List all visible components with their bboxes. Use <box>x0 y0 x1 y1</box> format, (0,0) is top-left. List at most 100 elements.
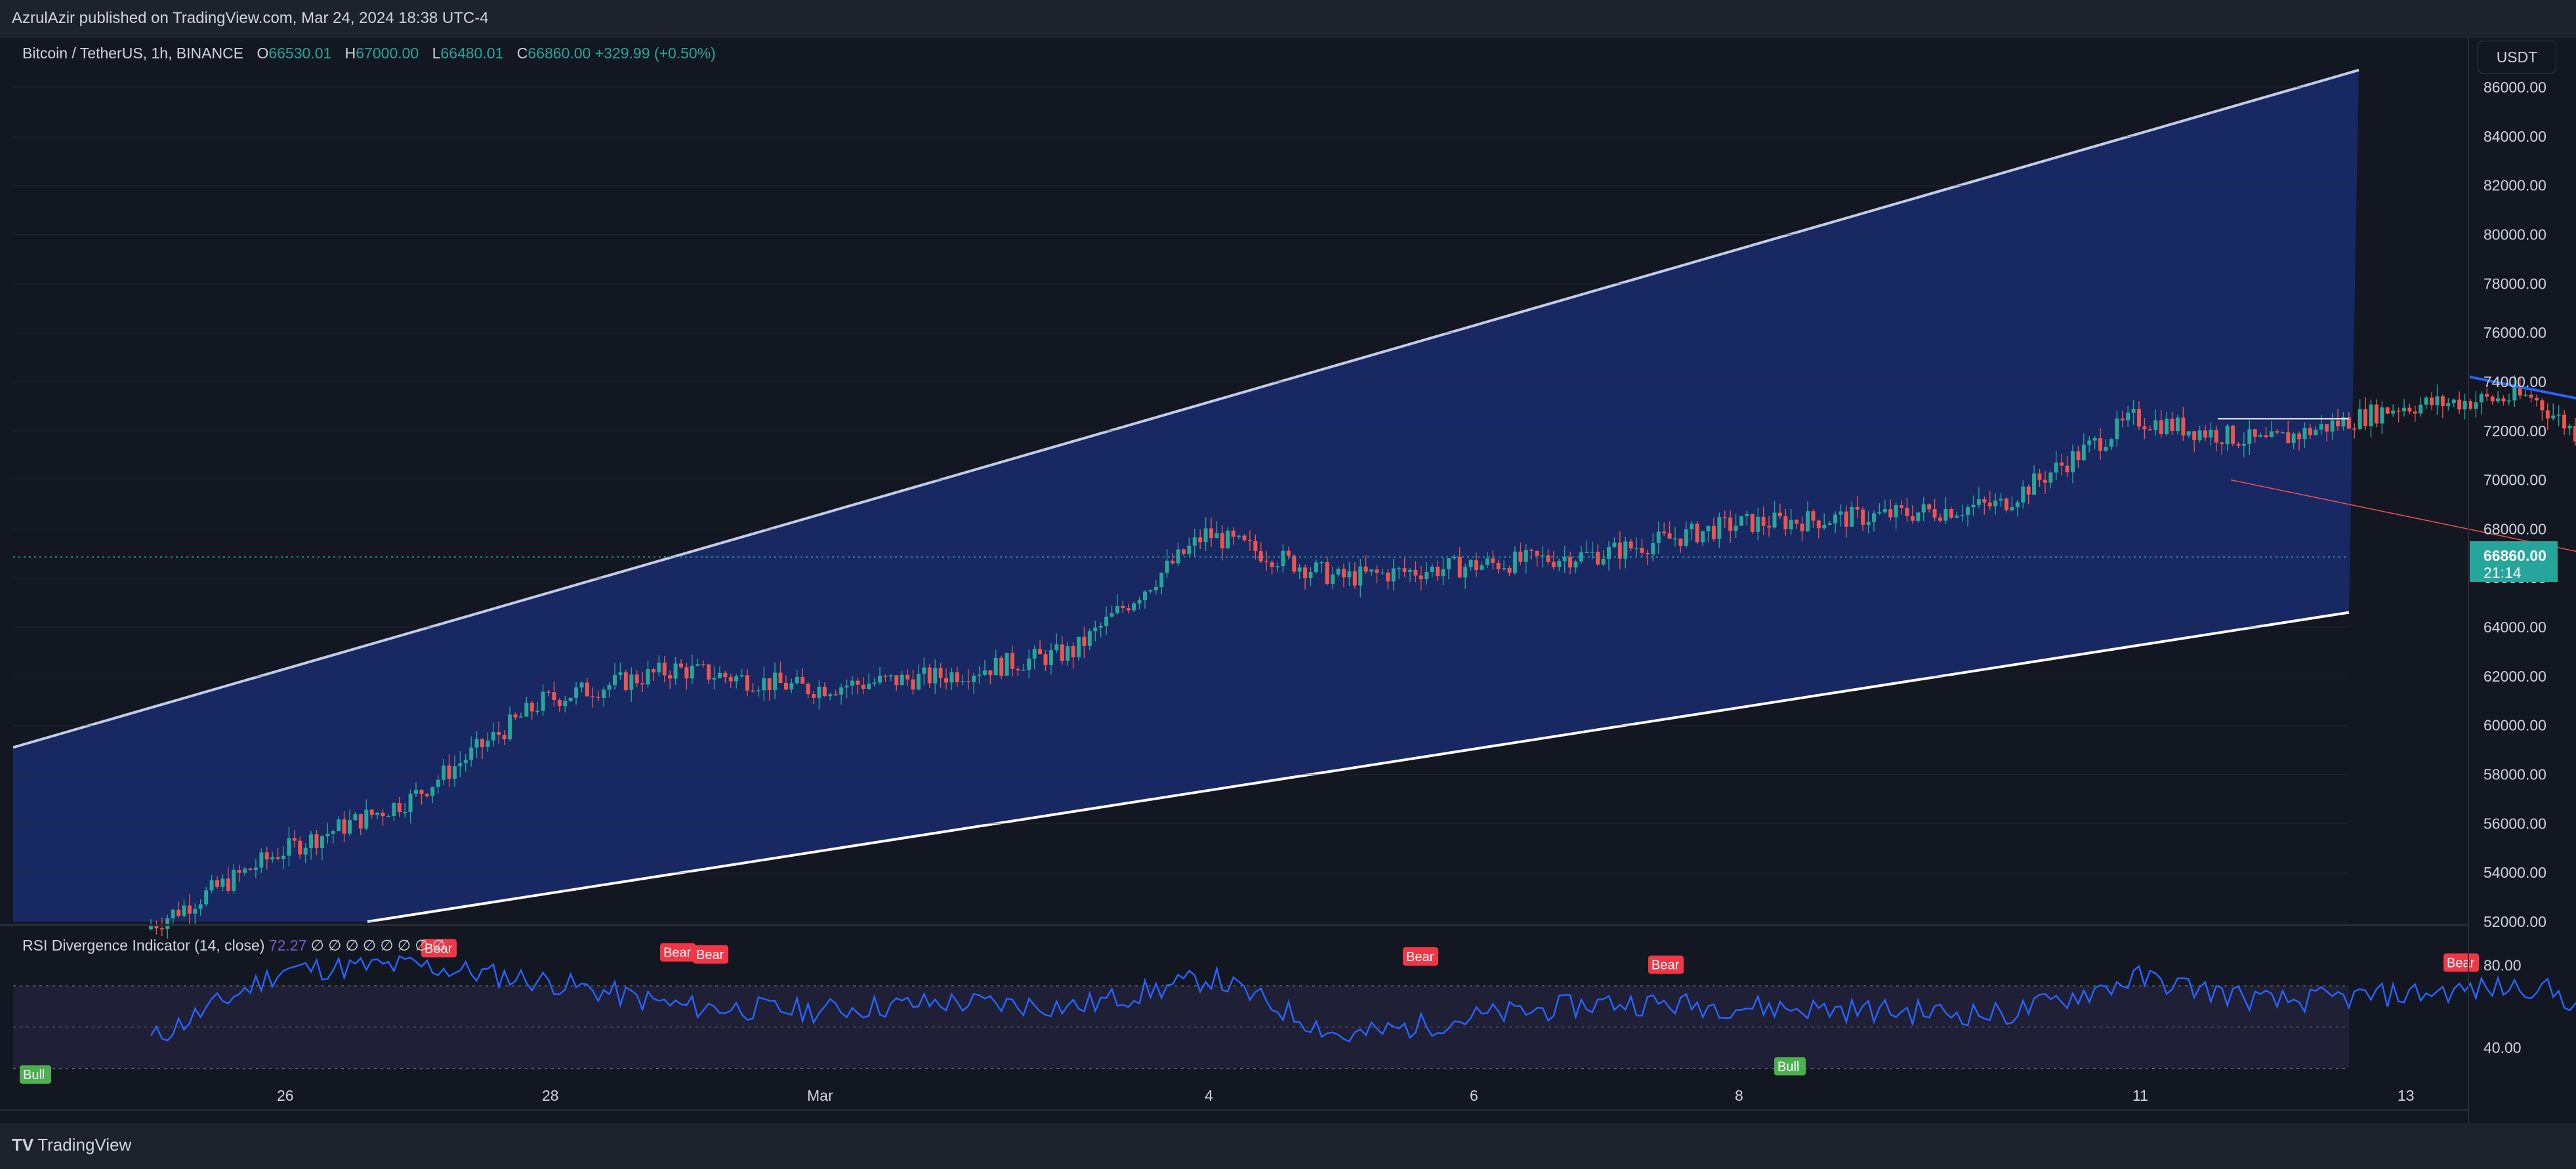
candle-body <box>778 672 783 683</box>
candle-body <box>1043 654 1048 665</box>
candle-body <box>1153 586 1158 590</box>
channel-upper-line <box>12 68 2359 749</box>
candle-body <box>585 682 589 697</box>
candle-body <box>2451 400 2456 403</box>
candle-body <box>646 669 650 685</box>
time-tick-label: 13 <box>2398 1087 2415 1104</box>
price-tick-label: 78000.00 <box>2483 275 2546 292</box>
candle-body <box>1237 535 1241 537</box>
candle-body <box>1292 556 1297 572</box>
candle-body <box>281 855 285 859</box>
candle-body <box>1678 538 1683 546</box>
time-axis[interactable]: 2628Mar468111315182022252729 <box>0 1087 2576 1111</box>
candle-body <box>2391 410 2396 414</box>
rsi-indicator-name[interactable]: RSI Divergence Indicator (14, close) <box>22 937 265 954</box>
candle-body <box>1220 533 1224 548</box>
candle-body <box>949 672 954 683</box>
candle-body <box>1711 525 1716 539</box>
price-scale[interactable]: 86000.00 84000.00 82000.00 80000.00 78000.00… <box>2468 38 2558 1123</box>
candle-body <box>2496 398 2501 401</box>
candle-body <box>1645 552 1650 555</box>
candle-body <box>1507 568 1512 573</box>
candle-body <box>1468 560 1473 567</box>
time-tick-label: 28 <box>542 1087 559 1104</box>
candle-body <box>783 682 788 690</box>
candle-body <box>204 890 209 905</box>
candle-body <box>2402 407 2406 412</box>
candle-body <box>1408 569 1412 572</box>
candle-body <box>1767 525 1772 528</box>
candle-body <box>640 683 645 685</box>
rsi-placeholders: ∅ ∅ ∅ ∅ ∅ ∅ ∅ ∅ <box>310 937 446 954</box>
candle-body <box>651 669 655 672</box>
bear-label: Bear <box>696 948 724 962</box>
candle-body <box>1955 515 1959 518</box>
candle-body <box>972 676 976 682</box>
candle-body <box>2479 394 2483 403</box>
candle-body <box>1171 560 1175 564</box>
candle-body <box>248 869 253 871</box>
candle-body <box>369 810 374 815</box>
candle-body <box>193 909 197 914</box>
high-value: 67000.00 <box>356 45 419 62</box>
candle-body <box>1496 562 1501 569</box>
candle-body <box>209 880 214 891</box>
candle-body <box>2065 465 2069 472</box>
candle-body <box>2026 486 2031 495</box>
symbol-name[interactable]: Bitcoin / TetherUS, 1h, BINANCE <box>22 45 244 62</box>
candle-body <box>1761 516 1766 526</box>
candle-body <box>524 703 529 717</box>
open-value: 66530.01 <box>268 45 332 62</box>
candle-body <box>1684 529 1688 546</box>
candle-body <box>2270 431 2274 438</box>
candle-body <box>800 676 805 684</box>
candle-body <box>1115 605 1119 613</box>
candle-body <box>1916 512 1921 521</box>
candle-body <box>2175 417 2180 432</box>
candle-body <box>1397 568 1402 569</box>
candle-body <box>1165 560 1169 573</box>
candle-body <box>2104 446 2108 451</box>
high-label: H <box>344 45 356 62</box>
bear-label: Bear <box>663 946 692 960</box>
candle-body <box>905 674 910 680</box>
candle-body <box>2336 420 2340 426</box>
tradingview-logo[interactable]: TV TradingView <box>12 1135 131 1155</box>
candle-body <box>856 680 860 685</box>
candle-body <box>1137 600 1142 604</box>
candle-body <box>1005 653 1009 676</box>
candle-body <box>1750 514 1755 532</box>
candle-body <box>1579 552 1583 562</box>
candle-body <box>2165 419 2169 434</box>
candle-body <box>734 676 739 682</box>
current-price-label: 66860.00 <box>2483 547 2546 564</box>
candle-body <box>1938 518 1942 521</box>
candle-body <box>2302 428 2307 440</box>
candle-body <box>2424 397 2428 405</box>
candle-body <box>1855 506 1859 510</box>
candle-body <box>988 670 993 676</box>
candle-body <box>2446 403 2451 406</box>
candle-body <box>149 926 153 930</box>
chart-canvas[interactable]: 80.0040.00BearBearBearBearBearBearBearBe… <box>0 0 2576 1123</box>
candle-body <box>1231 530 1236 537</box>
candle-body <box>1276 566 1279 567</box>
candle-body <box>2247 429 2252 444</box>
price-tick-label: 60000.00 <box>2483 717 2546 734</box>
candle-body <box>1910 516 1915 521</box>
candle-body <box>1617 543 1622 559</box>
currency-button[interactable]: USDT <box>2478 41 2556 73</box>
candle-body <box>2032 473 2037 495</box>
price-tick-label: 74000.00 <box>2483 373 2546 390</box>
bull-label: Bull <box>1777 1059 1799 1074</box>
candle-body <box>938 667 943 678</box>
candle-body <box>2562 415 2567 429</box>
candle-body <box>2490 396 2495 401</box>
candle-body <box>497 731 501 735</box>
candle-body <box>762 678 766 691</box>
candle-body <box>177 909 181 916</box>
time-tick-label: 11 <box>2132 1087 2148 1104</box>
candle-body <box>436 779 440 787</box>
candle-body <box>916 674 921 690</box>
candle-body <box>253 867 258 871</box>
